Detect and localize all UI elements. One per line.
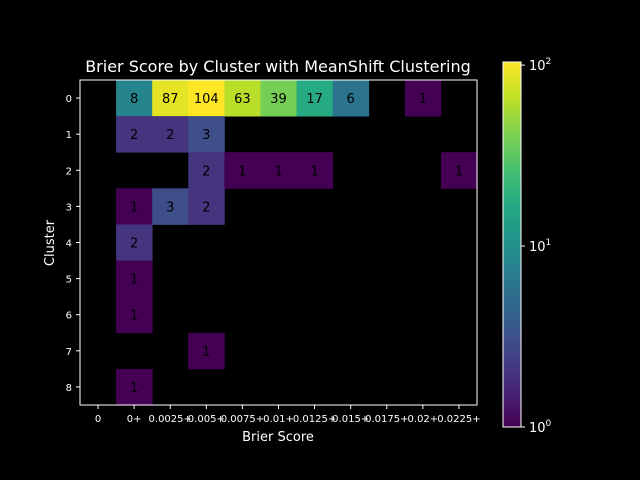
cell-value-label: 1 [202, 345, 210, 360]
cell-value-label: 3 [202, 128, 210, 143]
heatmap-cell [296, 80, 334, 117]
heatmap-cell [188, 332, 225, 370]
cell-value-label: 2 [202, 200, 210, 215]
cell-value-label: 1 [130, 309, 138, 324]
heatmap-cell [152, 80, 189, 117]
y-tick-label: 0 [66, 94, 72, 105]
x-tick-label: 0.0225+ [437, 414, 480, 425]
heatmap-cell [152, 188, 189, 225]
x-tick-label: 0+ [127, 414, 142, 425]
x-tick-label: 0.0125+ [293, 414, 336, 425]
x-tick-label: 0.01+ [263, 414, 294, 425]
y-tick-label: 6 [66, 311, 72, 322]
cell-value-label: 1 [419, 92, 427, 107]
y-tick-label: 3 [66, 202, 72, 213]
heatmap-cell [188, 188, 225, 225]
heatmap-cell [296, 152, 334, 189]
cell-value-label: 39 [270, 92, 287, 107]
y-tick-label: 2 [66, 166, 72, 177]
cell-value-label: 1 [130, 273, 138, 288]
heatmap-cell [224, 80, 261, 117]
heatmap-cell [116, 80, 153, 117]
heatmap-cell [188, 152, 225, 189]
y-tick-label: 7 [66, 347, 72, 358]
cell-value-label: 8 [130, 92, 138, 107]
x-tick-label: 0.005+ [188, 414, 225, 425]
cell-value-label: 1 [130, 381, 138, 396]
cell-value-label: 63 [234, 92, 251, 107]
heatmap-cell [260, 80, 297, 117]
cell-value-label: 87 [162, 92, 179, 107]
cell-value-label: 1 [455, 164, 463, 179]
y-tick-label: 8 [66, 383, 72, 394]
heatmap-cell [152, 116, 189, 153]
cell-value-label: 2 [130, 237, 138, 252]
heatmap-cell [404, 80, 442, 117]
cell-value-label: 1 [130, 200, 138, 215]
heatmap-cell [116, 116, 153, 153]
x-axis-label: Brier Score [242, 430, 314, 445]
y-tick-label: 1 [66, 130, 72, 141]
heatmap-cell [224, 152, 261, 189]
heatmap-cell [440, 152, 478, 189]
colorbar-tick-label: 100 [529, 419, 552, 436]
colorbar: 100 101 102 [502, 57, 552, 436]
cell-value-label: 2 [202, 164, 210, 179]
x-tick-label: 0.0025+ [149, 414, 192, 425]
heatmap-cell [116, 188, 153, 225]
x-tick-label: 0 [95, 414, 101, 425]
x-tick-label: 0.0175+ [365, 414, 408, 425]
cell-value-label: 6 [347, 92, 355, 107]
cell-value-label: 1 [238, 164, 246, 179]
cell-value-label: 3 [166, 200, 174, 215]
heatmap-cell [188, 80, 225, 117]
cell-value-label: 1 [310, 164, 318, 179]
x-tick-label: 0.015+ [332, 414, 369, 425]
chart-title: Brier Score by Cluster with MeanShift Cl… [85, 57, 471, 76]
heatmap-cell [116, 224, 153, 261]
heatmap-cell [260, 152, 297, 189]
cell-value-label: 2 [130, 128, 138, 143]
y-tick-label: 5 [66, 275, 72, 286]
cell-value-label: 104 [194, 92, 219, 107]
x-tick-label: 0.02+ [408, 414, 439, 425]
cell-value-label: 1 [274, 164, 282, 179]
heatmap-cell [332, 80, 370, 117]
colorbar-tick-label: 102 [529, 57, 551, 74]
heatmap-cell [116, 260, 153, 298]
y-tick-label: 4 [66, 239, 72, 250]
cell-value-label: 17 [306, 92, 323, 107]
x-tick-label: 0.0075+ [221, 414, 264, 425]
heatmap-cell [188, 116, 225, 153]
colorbar-gradient [502, 61, 522, 428]
heatmap-cell [116, 368, 153, 406]
cell-value-label: 2 [166, 128, 174, 143]
colorbar-tick-label: 101 [529, 238, 551, 255]
y-axis-label: Cluster [43, 219, 58, 266]
heatmap-cell [116, 296, 153, 334]
